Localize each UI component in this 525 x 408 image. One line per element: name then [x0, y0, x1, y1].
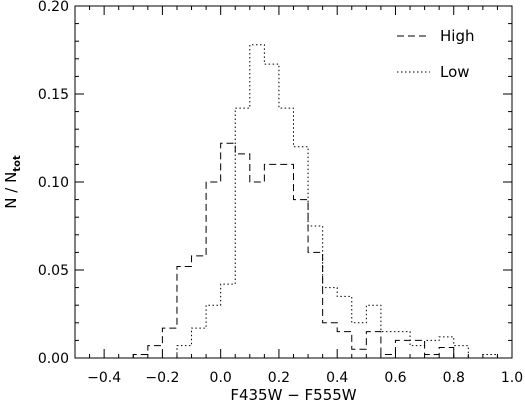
- y-axis-label-subscript: tot: [12, 155, 23, 172]
- x-tick-label: 0.6: [384, 370, 406, 386]
- axis-ticks: −0.4 −0.2 0.0 0.2 0.4 0.6 0.8 1.0 0.00 0.05 0.10 0.…: [38, 0, 523, 386]
- legend: High Low: [397, 27, 474, 81]
- series-low-histogram: [133, 44, 498, 359]
- series-layer: [132, 44, 498, 359]
- x-tick-label: 0.2: [268, 370, 290, 386]
- y-tick-label: 0.00: [38, 351, 69, 367]
- y-tick-label: 0.10: [38, 175, 69, 191]
- y-axis-label-main: N / N: [2, 172, 20, 209]
- x-tick-label: 0.8: [443, 370, 465, 386]
- series-high-histogram: [132, 142, 498, 359]
- legend-label: High: [440, 27, 474, 45]
- x-tick-label: −0.4: [87, 370, 121, 386]
- y-axis-label: N / Ntot: [2, 155, 23, 209]
- x-tick-label: 0.4: [326, 370, 348, 386]
- y-tick-label: 0.20: [38, 0, 69, 15]
- x-axis-label: F435W − F555W: [230, 386, 356, 404]
- y-tick-label: 0.05: [38, 263, 69, 279]
- x-tick-label: 1.0: [501, 370, 523, 386]
- plot-frame: [74, 5, 513, 359]
- legend-label: Low: [440, 63, 470, 81]
- x-tick-label: 0.0: [210, 370, 232, 386]
- y-tick-label: 0.15: [38, 87, 69, 103]
- x-tick-label: −0.2: [145, 370, 179, 386]
